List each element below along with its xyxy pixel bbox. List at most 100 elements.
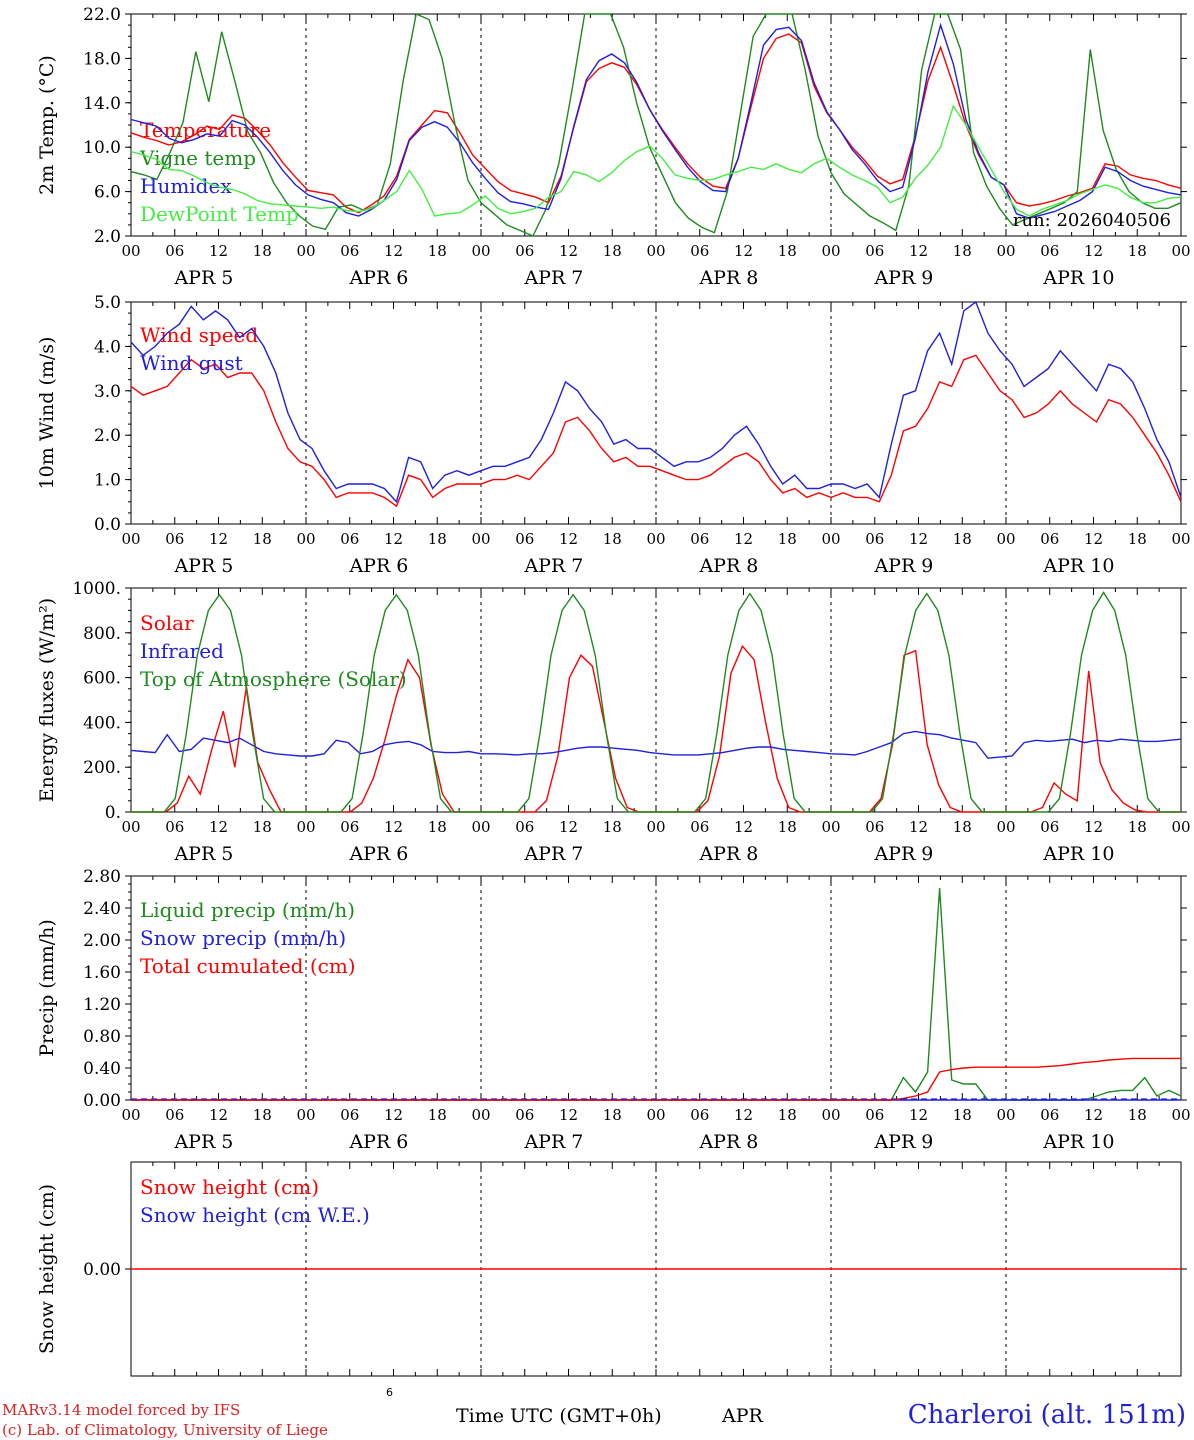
x-tick-label: 12	[559, 530, 578, 548]
x-tick-label: 12	[384, 242, 403, 260]
day-label: APR 10	[1042, 1131, 1114, 1153]
y-tick-label: 2.40	[83, 899, 121, 919]
x-tick-label: 18	[603, 1106, 622, 1124]
x-tick-label: 06	[1040, 530, 1059, 548]
day-label: APR 7	[523, 555, 583, 577]
y-tick-label: 1000.	[72, 579, 121, 599]
x-tick-label: 12	[1084, 242, 1103, 260]
day-label: APR 6	[348, 267, 408, 289]
y-tick-label: 400.	[83, 713, 121, 733]
legend-entry: Infrared	[140, 639, 224, 663]
day-label: APR 6	[348, 843, 408, 865]
x-tick-label: 06	[340, 530, 359, 548]
run-annotation: run: 2026040506	[1013, 210, 1171, 231]
day-label: APR 5	[173, 843, 233, 865]
x-tick-label: 18	[428, 818, 447, 836]
x-tick-label: 00	[646, 1106, 665, 1124]
x-tick-label: 00	[121, 242, 140, 260]
legend-entry: Top of Atmosphere (Solar)	[140, 667, 407, 691]
panel-4: 0.00 0.40 0.80 1.20 1.60 2.00 2.40 2.80 Precip (…	[36, 867, 1191, 1153]
day-label: APR 5	[173, 555, 233, 577]
x-tick-label: 06	[165, 530, 184, 548]
x-tick-label: 00	[471, 818, 490, 836]
x-tick-label: 00	[121, 1106, 140, 1124]
y-tick-label: 1.20	[83, 995, 121, 1015]
x-tick-label: 18	[778, 530, 797, 548]
day-label: APR 8	[698, 555, 758, 577]
y-tick-label: 2.0	[94, 227, 121, 247]
legend-entry: Wind gust	[140, 351, 243, 375]
x-tick-label: 18	[1128, 242, 1147, 260]
legend-entry: Snow height (cm)	[140, 1175, 319, 1199]
day-label: APR 8	[698, 1131, 758, 1153]
day-label: APR 9	[873, 555, 933, 577]
x-tick-label: 12	[209, 530, 228, 548]
panel-5: 0.00 Snow height (cm) Snow height (cm) Snow…	[36, 1161, 1187, 1377]
x-tick-label: 00	[646, 242, 665, 260]
x-tick-label: 00	[296, 1106, 315, 1124]
x-tick-label: 06	[340, 1106, 359, 1124]
series-line	[130, 13, 1182, 237]
x-tick-label: 12	[559, 242, 578, 260]
legend-entry: Liquid precip (mm/h)	[140, 898, 355, 922]
y-tick-label: 5.0	[94, 293, 121, 313]
y-tick-label: 0.00	[83, 1260, 121, 1280]
y-axis-label: Precip (mm/h)	[36, 919, 58, 1057]
x-tick-label: 06	[1040, 242, 1059, 260]
x-tick-label: 12	[384, 530, 403, 548]
x-tick-label: 06	[865, 1106, 884, 1124]
x-tick-label: 00	[821, 530, 840, 548]
y-tick-label: 0.40	[83, 1059, 121, 1079]
y-tick-label: 0.80	[83, 1027, 121, 1047]
y-axis-label: 10m Wind (m/s)	[36, 337, 58, 490]
x-tick-label: 12	[1084, 1106, 1103, 1124]
x-tick-label: 12	[909, 1106, 928, 1124]
day-label: APR 10	[1042, 843, 1114, 865]
series-line	[130, 300, 1182, 504]
day-label: APR 7	[523, 267, 583, 289]
x-tick-label: 00	[471, 1106, 490, 1124]
model-credit: MARv3.14 model forced by IFS (c) Lab. of…	[2, 1400, 328, 1440]
y-tick-label: 2.0	[94, 426, 121, 446]
x-tick-label: 12	[909, 818, 928, 836]
x-tick-label: 18	[953, 242, 972, 260]
x-tick-label: 18	[603, 530, 622, 548]
footer-mark: 6	[386, 1386, 393, 1399]
x-tick-label: 12	[559, 818, 578, 836]
day-label: APR 6	[348, 1131, 408, 1153]
x-tick-label: 18	[953, 1106, 972, 1124]
y-tick-label: 600.	[83, 669, 121, 689]
x-tick-label: 18	[778, 242, 797, 260]
day-label: APR 7	[523, 843, 583, 865]
x-tick-label: 18	[428, 1106, 447, 1124]
x-tick-label: 18	[1128, 1106, 1147, 1124]
series-line	[131, 591, 1181, 813]
x-tick-label: 18	[778, 818, 797, 836]
x-tick-label: 06	[865, 242, 884, 260]
x-tick-label: 00	[821, 242, 840, 260]
legend-entry: Vigne temp	[139, 146, 256, 170]
x-tick-label: 06	[165, 818, 184, 836]
x-tick-label: 12	[209, 1106, 228, 1124]
x-tick-label: 06	[690, 1106, 709, 1124]
month-label: APR	[722, 1405, 763, 1427]
series-line	[130, 354, 1182, 508]
x-tick-label: 00	[996, 1106, 1015, 1124]
x-tick-label: 00	[821, 1106, 840, 1124]
x-tick-label: 06	[690, 818, 709, 836]
y-tick-label: 200.	[83, 758, 121, 778]
y-tick-label: 22.0	[83, 5, 121, 25]
x-tick-label: 12	[909, 242, 928, 260]
y-tick-label: 4.0	[94, 337, 121, 357]
x-tick-label: 18	[603, 818, 622, 836]
day-label: APR 9	[873, 267, 933, 289]
y-tick-label: 6.0	[94, 183, 121, 203]
credit-line-1: MARv3.14 model forced by IFS	[2, 1401, 241, 1419]
x-tick-label: 00	[646, 818, 665, 836]
x-tick-label: 00	[646, 530, 665, 548]
x-tick-label: 18	[1128, 818, 1147, 836]
x-tick-label: 18	[953, 818, 972, 836]
day-label: APR 5	[173, 267, 233, 289]
x-tick-label: 18	[428, 242, 447, 260]
